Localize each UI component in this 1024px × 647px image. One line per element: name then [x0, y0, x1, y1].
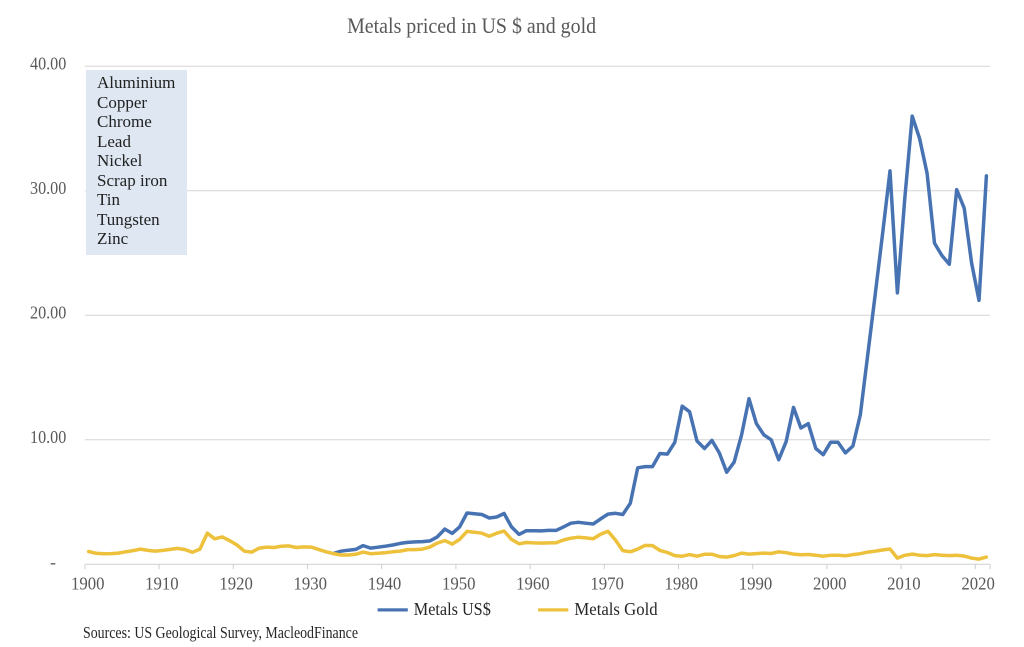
svg-text:1970: 1970 — [590, 574, 624, 594]
svg-text:2020: 2020 — [961, 574, 995, 594]
svg-text:1950: 1950 — [442, 574, 476, 594]
svg-text:Sources: US Geological Survey,: Sources: US Geological Survey, MacleodFi… — [83, 623, 358, 642]
svg-text:2000: 2000 — [813, 574, 847, 594]
svg-text:1960: 1960 — [516, 574, 550, 594]
svg-text:1920: 1920 — [219, 574, 253, 594]
svg-text:2010: 2010 — [887, 574, 921, 594]
svg-text:1900: 1900 — [71, 574, 105, 594]
svg-text:10.00: 10.00 — [30, 427, 66, 447]
svg-text:1930: 1930 — [294, 574, 328, 594]
svg-text:40.00: 40.00 — [30, 54, 66, 74]
svg-text:-: - — [50, 552, 56, 572]
svg-text:1980: 1980 — [665, 574, 699, 594]
svg-text:1910: 1910 — [145, 574, 179, 594]
svg-text:1940: 1940 — [368, 574, 402, 594]
svg-text:Metals Gold: Metals Gold — [574, 599, 657, 619]
svg-text:1990: 1990 — [739, 574, 773, 594]
svg-text:Metals US$: Metals US$ — [414, 599, 491, 619]
svg-text:20.00: 20.00 — [30, 303, 66, 323]
svg-text:30.00: 30.00 — [30, 178, 66, 198]
svg-text:Metals priced in US $ and gold: Metals priced in US $ and gold — [347, 13, 596, 38]
